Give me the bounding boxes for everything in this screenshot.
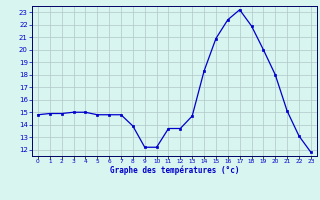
- X-axis label: Graphe des températures (°c): Graphe des températures (°c): [110, 165, 239, 175]
